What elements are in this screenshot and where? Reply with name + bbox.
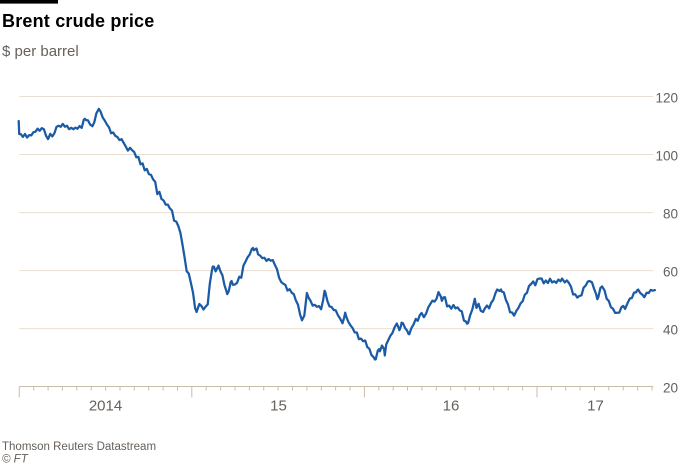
svg-text:120: 120 [655, 90, 678, 105]
svg-text:2014: 2014 [89, 398, 122, 415]
svg-text:15: 15 [270, 398, 287, 415]
svg-text:100: 100 [655, 148, 678, 163]
svg-text:20: 20 [663, 380, 678, 395]
svg-text:© FT: © FT [2, 454, 29, 466]
svg-text:Brent crude price: Brent crude price [2, 11, 154, 31]
svg-text:80: 80 [663, 206, 678, 221]
svg-text:$ per barrel: $ per barrel [2, 43, 79, 60]
svg-text:Thomson Reuters Datastream: Thomson Reuters Datastream [2, 441, 156, 453]
svg-text:17: 17 [587, 398, 604, 415]
svg-text:60: 60 [663, 264, 678, 279]
svg-text:16: 16 [443, 398, 460, 415]
svg-text:40: 40 [663, 322, 678, 337]
